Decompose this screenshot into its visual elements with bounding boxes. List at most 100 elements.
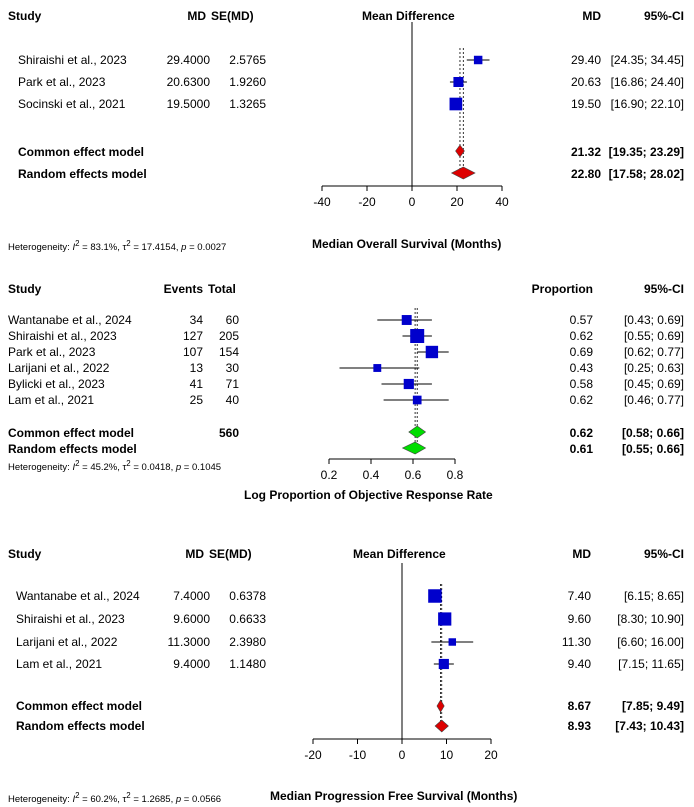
study-md: 9.4000 [173,657,210,671]
study-se: 0.6378 [229,589,266,603]
study-estimate: 0.58 [569,377,593,391]
study-total: 205 [218,329,239,343]
study-ci: [16.86; 24.40] [610,75,684,89]
random-ci: [17.58; 28.02] [608,167,684,181]
study-events: 127 [182,329,203,343]
x-tick-label: 40 [495,195,509,209]
x-tick-label: 0.8 [447,468,464,482]
study-se: 2.5765 [229,53,266,67]
study-estimate: 9.40 [567,657,591,671]
heterogeneity-p: 0.1045 [192,462,222,474]
study-square [373,364,382,372]
study-square [438,612,452,626]
x-axis-label: Log Proportion of Objective Response Rat… [244,488,493,502]
study-total: 40 [225,393,239,407]
random-ci: [0.55; 0.66] [621,442,684,456]
study-estimate: 19.50 [570,97,601,111]
x-tick-label: 10 [440,748,454,762]
study-name: Shiraishi et al., 2023 [8,329,117,343]
random-estimate: 0.61 [569,442,593,456]
x-tick-label: 0 [409,195,416,209]
heterogeneity-text: Heterogeneity: I2 = 60.2%, τ2 = 1.2685, … [8,791,222,806]
study-name: Lam et al., 2021 [8,393,95,407]
forest-plot-objective-response: Study Events Total Proportion 95%-CI Wan… [0,270,694,510]
header-effect: Mean Difference [353,547,446,561]
study-square [403,378,414,390]
study-ci: [0.45; 0.69] [623,377,684,391]
study-ci: [7.15; 11.65] [618,657,684,671]
random-effect-diamond [401,441,427,455]
header-effect: Mean Difference [362,9,455,23]
study-ci: [16.90; 22.10] [610,97,684,111]
x-tick-label: -20 [358,195,376,209]
study-md: 11.3000 [167,635,211,649]
study-estimate: 20.63 [570,75,601,89]
study-se: 1.1480 [229,657,266,671]
study-ci: [0.62; 0.77] [623,345,684,359]
study-square [448,638,457,646]
common-estimate: 0.62 [569,426,593,440]
common-ci: [7.85; 9.49] [621,699,684,713]
forest-plot-area: -20 -10 0 10 20 [304,563,498,762]
header-ci: 95%-CI [643,282,684,296]
common-model-label: Common effect model [8,426,135,440]
heterogeneity-tau2: 17.4154 [141,242,176,254]
common-ci: [19.35; 23.29] [608,145,684,159]
study-name: Larijani et al., 2022 [8,361,110,375]
header-total: Total [208,282,236,296]
study-estimate: 11.30 [561,635,591,649]
random-ci: [7.43; 10.43] [615,719,684,733]
heterogeneity-prefix: Heterogeneity: [8,462,73,474]
heterogeneity-text: Heterogeneity: I2 = 45.2%, τ2 = 0.0418, … [8,459,222,474]
common-ci: [0.58; 0.66] [621,426,684,440]
forest-plot-area: -40 -20 0 20 40 [313,22,509,209]
study-name: Park et al., 2023 [18,75,106,89]
study-total: 71 [225,377,239,391]
random-estimate: 8.93 [567,719,591,733]
common-effect-diamond [436,699,445,713]
study-estimate: 9.60 [567,612,591,626]
study-estimate: 7.40 [567,589,591,603]
study-name: Shiraishi et al., 2023 [18,53,127,67]
x-tick-label: 0 [399,748,406,762]
study-estimate: 29.40 [570,53,601,67]
study-md: 29.4000 [166,53,210,67]
study-name: Bylicki et al., 2023 [8,377,105,391]
study-se: 1.9260 [229,75,266,89]
heterogeneity-i2: 45.2% [90,462,118,474]
header-events: Events [163,282,203,296]
common-events-total: 560 [218,426,239,440]
study-square [473,55,483,65]
common-estimate: 21.32 [570,145,601,159]
forest-plot-area: 0.2 0.4 0.6 0.8 [321,308,464,482]
study-name: Larijani et al., 2022 [16,635,118,649]
study-estimate: 0.62 [569,393,593,407]
header-proportion: Proportion [531,282,593,296]
study-ci: [8.30; 10.90] [617,612,684,626]
random-model-label: Random effects model [8,442,137,456]
forest-plot-progression-free-survival: Study MD SE(MD) Mean Difference MD 95%-C… [0,535,694,806]
random-effect-diamond [434,719,449,733]
heterogeneity-i2: 83.1% [90,242,118,254]
x-tick-label: -20 [304,748,322,762]
study-name: Socinski et al., 2021 [18,97,126,111]
study-se: 0.6633 [229,612,266,626]
header-se: SE(MD) [211,9,254,23]
heterogeneity-p: 0.0566 [192,794,222,806]
study-total: 154 [218,345,239,359]
header-estimate: MD [572,547,591,561]
study-estimate: 0.62 [569,329,593,343]
study-md: 9.6000 [173,612,210,626]
study-ci: [24.35; 34.45] [610,53,684,67]
x-axis-label: Median Overall Survival (Months) [312,237,502,251]
study-square [438,658,449,670]
header-estimate: MD [582,9,601,23]
study-events: 13 [189,361,203,375]
forest-plot-overall-survival: Study MD SE(MD) Mean Difference MD 95%-C… [0,0,694,260]
header-se: SE(MD) [209,547,252,561]
study-square [449,97,463,111]
study-square [428,589,442,603]
header-md: MD [187,9,206,23]
x-tick-label: 20 [450,195,464,209]
heterogeneity-prefix: Heterogeneity: [8,794,73,806]
